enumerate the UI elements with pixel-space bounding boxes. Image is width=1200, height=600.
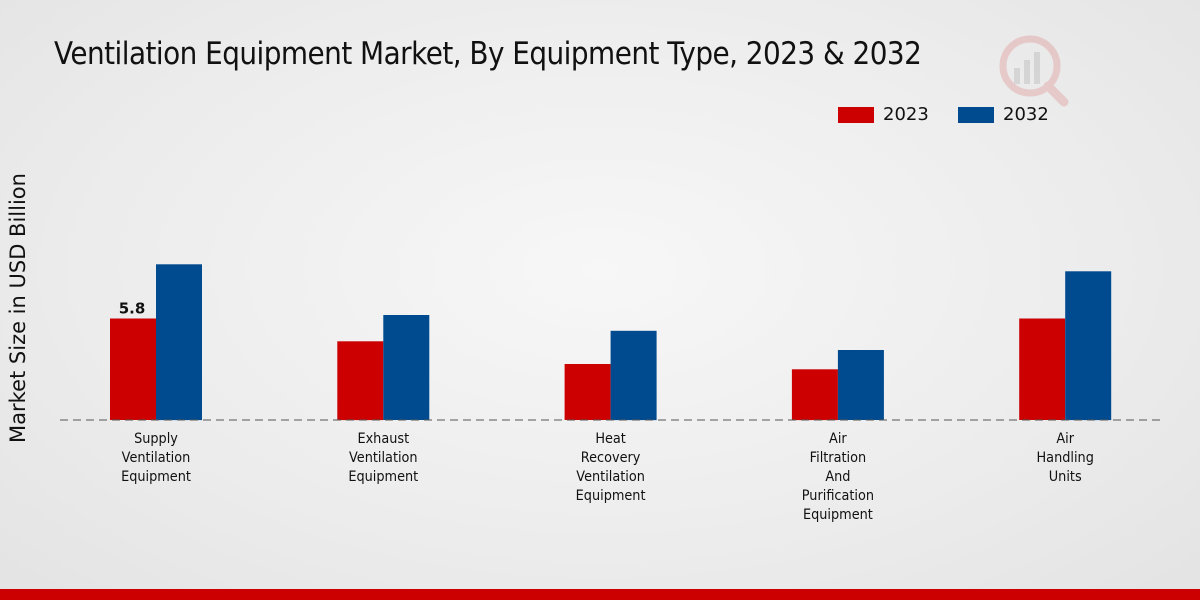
bottom-accent-bar xyxy=(0,589,1200,600)
legend-label-2023: 2023 xyxy=(883,104,929,125)
bar-2023-0 xyxy=(110,318,156,420)
bar-2023-3 xyxy=(791,369,838,421)
data-label-0: 5.8 xyxy=(119,300,146,318)
x-tick-label-0: Supply Ventilation Equipment xyxy=(121,432,191,486)
x-tick-label-1: Exhaust Ventilation Equipment xyxy=(348,432,418,486)
x-tick-label-3: Air Filtration And Purification Equipment xyxy=(802,432,874,524)
bar-2023-1 xyxy=(337,341,384,421)
bar-2032-2 xyxy=(610,330,657,421)
bar-2032-3 xyxy=(837,350,884,420)
x-tick-labels: Supply Ventilation Equipment Exhaust Ventila… xyxy=(121,432,1094,524)
legend-swatch-2032 xyxy=(958,107,994,123)
bars-group xyxy=(110,264,1112,421)
legend-label-2032: 2032 xyxy=(1003,104,1049,125)
bar-2023-2 xyxy=(564,364,611,420)
bar-2032-0 xyxy=(156,264,202,421)
bar-2032-4 xyxy=(1065,271,1112,421)
legend-swatch-2023 xyxy=(838,107,874,123)
x-tick-label-4: Air Handling Units xyxy=(1037,432,1094,486)
watermark-logo-icon xyxy=(999,35,1069,107)
chart-title: Ventilation Equipment Market, By Equipme… xyxy=(54,36,922,72)
x-tick-label-2: Heat Recovery Ventilation Equipment xyxy=(576,432,646,505)
data-labels: 5.8 xyxy=(119,300,146,318)
bar-2023-4 xyxy=(1019,318,1066,420)
bar-2032-1 xyxy=(383,315,430,420)
